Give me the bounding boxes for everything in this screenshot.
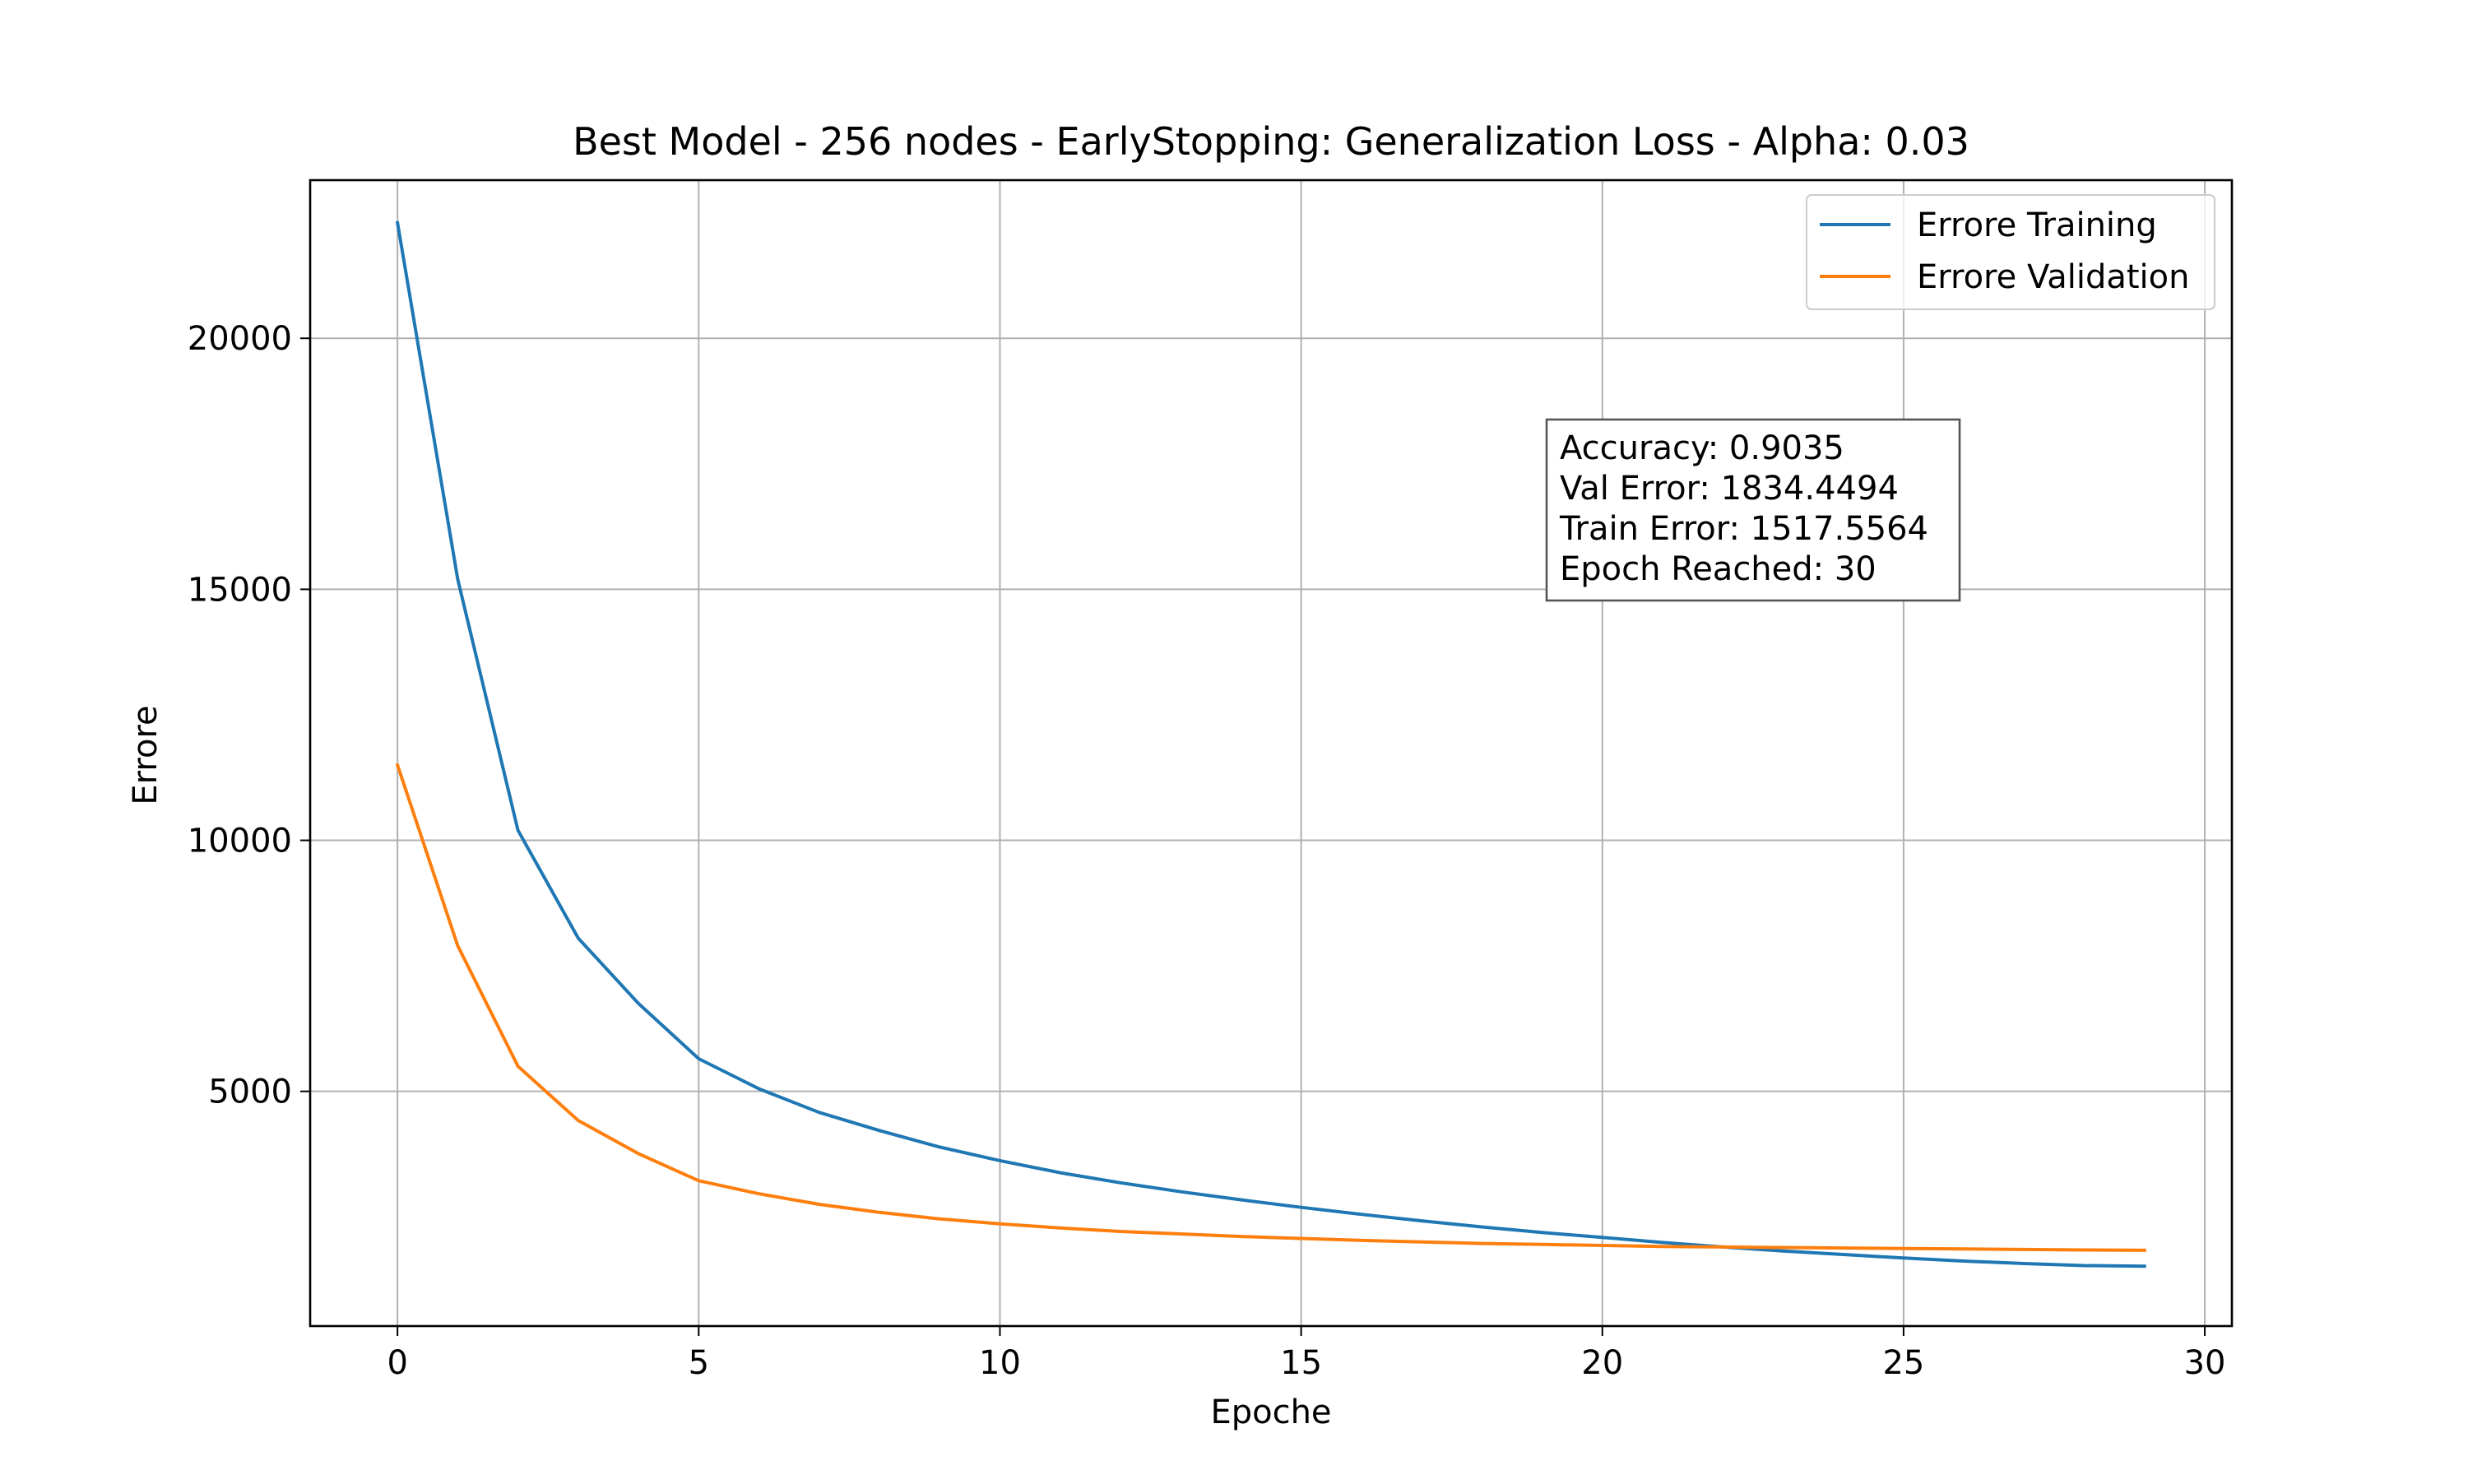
- x-tick-label: 30: [2184, 1344, 2226, 1382]
- y-axis-label: Errore: [127, 705, 165, 805]
- x-tick-label: 10: [979, 1344, 1021, 1382]
- series-line-errore-validation: [395, 763, 2146, 1252]
- x-tick-label: 0: [387, 1344, 407, 1382]
- x-tick-label: 20: [1581, 1344, 1623, 1382]
- annotation-accuracy: Accuracy: 0.9035: [1560, 429, 1844, 467]
- legend-label-validation: Errore Validation: [1917, 258, 2189, 296]
- y-tick-label: 20000: [188, 320, 292, 358]
- x-axis-label: Epoche: [1210, 1394, 1331, 1431]
- plot-area-frame: [308, 179, 2234, 1328]
- legend: Errore Training Errore Validation: [1806, 194, 2215, 310]
- axis-ticks: 0 5 10 15 20 25 30 5000 10000 15000 20000: [188, 320, 2226, 1382]
- annotation-epoch-reached: Epoch Reached: 30: [1560, 550, 1877, 588]
- legend-box: [1806, 194, 2215, 310]
- x-tick-label: 5: [689, 1344, 709, 1382]
- y-tick-label: 5000: [208, 1074, 292, 1111]
- y-tick-label: 10000: [188, 823, 292, 860]
- x-tick-label: 25: [1882, 1344, 1924, 1382]
- annotation-box: [1545, 418, 1961, 602]
- x-tick-label: 15: [1280, 1344, 1322, 1382]
- stats-annotation: Accuracy: 0.9035 Val Error: 1834.4494 Tr…: [1545, 418, 1961, 602]
- chart-title: Best Model - 256 nodes - EarlyStopping: …: [573, 119, 1969, 164]
- legend-label-training: Errore Training: [1917, 206, 2157, 244]
- annotation-train-error: Train Error: 1517.5564: [1559, 510, 1928, 548]
- series-lines: [395, 220, 2146, 1268]
- annotation-val-error: Val Error: 1834.4494: [1560, 470, 1899, 508]
- y-tick-label: 15000: [188, 571, 292, 609]
- series-line-errore-training: [395, 220, 2146, 1268]
